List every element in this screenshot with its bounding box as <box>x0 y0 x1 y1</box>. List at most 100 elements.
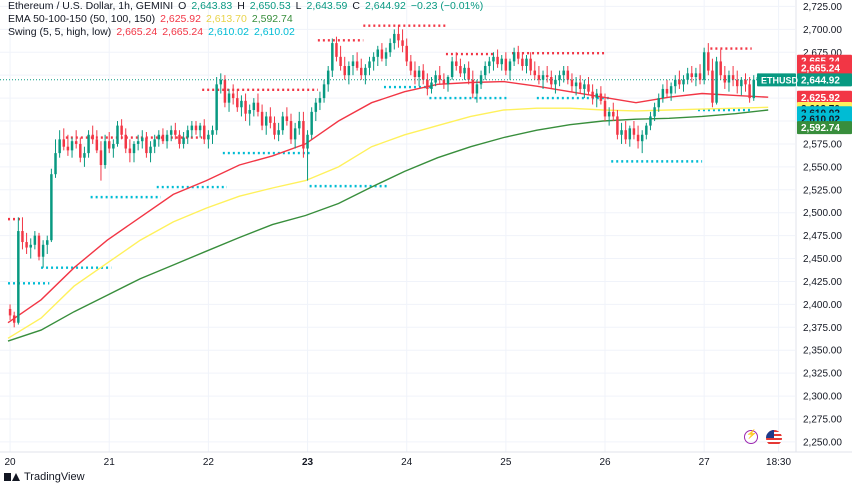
candle-body <box>661 88 665 99</box>
candle-body <box>186 130 189 138</box>
candle-body <box>178 134 181 144</box>
swing-value-3: 2,610.02 <box>208 26 249 38</box>
candle-body <box>124 134 127 149</box>
candle-body <box>161 134 165 142</box>
price-label-text: 2,644.92 <box>801 75 840 86</box>
brand-name: TradingView <box>24 471 85 483</box>
candle-body <box>326 70 330 85</box>
candle-body <box>99 150 103 166</box>
candle-body <box>669 86 673 94</box>
price-tick-label: 2,475.00 <box>803 231 842 242</box>
candle-body <box>66 146 70 151</box>
time-tick-label: 25 <box>500 457 512 468</box>
candle-body <box>393 33 396 44</box>
candle-body <box>442 79 446 85</box>
candle-body <box>174 130 177 135</box>
candle-body <box>215 84 218 131</box>
candle-body <box>50 174 53 241</box>
candle-body <box>376 49 380 57</box>
candle-body <box>145 137 148 154</box>
candle-body <box>657 98 660 108</box>
candle-body <box>190 125 194 131</box>
candle-body <box>219 79 223 85</box>
candle-body <box>430 82 433 89</box>
swing-value-4: 2,610.02 <box>253 26 295 38</box>
close-label: C <box>352 0 360 12</box>
candle-body <box>70 141 74 151</box>
candle-body <box>207 134 210 140</box>
candle-body <box>740 79 743 87</box>
candle-body <box>698 73 702 80</box>
lightning-icon[interactable] <box>744 429 758 444</box>
candle-body <box>74 141 78 144</box>
candle-body <box>409 61 413 71</box>
candle-body <box>95 139 99 151</box>
candle-body <box>450 61 454 78</box>
price-tick-label: 2,325.00 <box>803 369 842 380</box>
candle-body <box>331 43 334 71</box>
candle-body <box>570 79 574 87</box>
ema150-line <box>7 109 769 342</box>
candle-body <box>649 116 652 126</box>
price-label-text: 2,625.92 <box>801 93 840 104</box>
ema100-line <box>7 106 769 339</box>
candle-body <box>388 43 392 53</box>
candle-body <box>694 73 698 78</box>
candle-body <box>727 75 731 83</box>
candle-body <box>686 73 689 80</box>
candle-body <box>194 125 198 131</box>
swing-legend-row[interactable]: Swing (5, 5, high, low) 2,665.24 2,665.2… <box>8 26 483 39</box>
candle-body <box>120 125 123 135</box>
ema50-line <box>7 80 769 324</box>
candle-body <box>537 75 541 80</box>
candle-body <box>153 139 156 147</box>
candle-body <box>141 137 144 142</box>
candle-body <box>483 66 487 76</box>
footer-brand[interactable]: TradingView <box>4 471 85 483</box>
candle-body <box>103 141 107 166</box>
candle-body <box>682 79 685 85</box>
candle-body <box>674 79 677 87</box>
symbol-name: Ethereum / U.S. Dollar, 1h, GEMINI <box>8 0 174 12</box>
candle-body <box>41 244 45 257</box>
candle-body <box>12 315 16 323</box>
candle-body <box>438 75 441 80</box>
candle-body <box>735 79 739 87</box>
price-tick-label: 2,250.00 <box>803 437 842 448</box>
ema-name: EMA 50-100-150 (50, 100, 150) <box>8 13 156 25</box>
time-tick-label: 18:30 <box>766 457 791 468</box>
candle-body <box>517 52 520 59</box>
time-tick-label: 22 <box>203 457 215 468</box>
candle-body <box>364 67 367 76</box>
symbol-tag-box <box>757 73 796 87</box>
candle-body <box>347 66 351 76</box>
candle-body <box>256 102 260 112</box>
candle-body <box>471 79 475 94</box>
candle-body <box>8 308 12 316</box>
candle-body <box>248 110 251 114</box>
time-tick-label: 27 <box>699 457 711 468</box>
time-tick-label: 26 <box>599 457 611 468</box>
candle-body <box>281 116 284 131</box>
candle-body <box>112 143 115 149</box>
time-tick-label: 21 <box>104 457 116 468</box>
candle-body <box>496 56 499 65</box>
candle-body <box>715 61 718 103</box>
candle-body <box>87 134 90 154</box>
candle-body <box>302 121 305 149</box>
price-tick-label: 2,300.00 <box>803 392 842 403</box>
candle-body <box>62 139 66 147</box>
candle-body <box>165 134 169 142</box>
candle-body <box>426 79 429 89</box>
candle-body <box>223 79 227 103</box>
low-value: 2,643.59 <box>306 0 348 12</box>
candle-body <box>558 75 561 80</box>
ema-legend-row[interactable]: EMA 50-100-150 (50, 100, 150) 2,625.92 2… <box>8 13 483 26</box>
candle-body <box>293 128 297 140</box>
candle-body <box>525 58 528 67</box>
us-flag-icon[interactable] <box>766 430 782 446</box>
candle-body <box>624 130 627 140</box>
candle-body <box>550 77 553 85</box>
